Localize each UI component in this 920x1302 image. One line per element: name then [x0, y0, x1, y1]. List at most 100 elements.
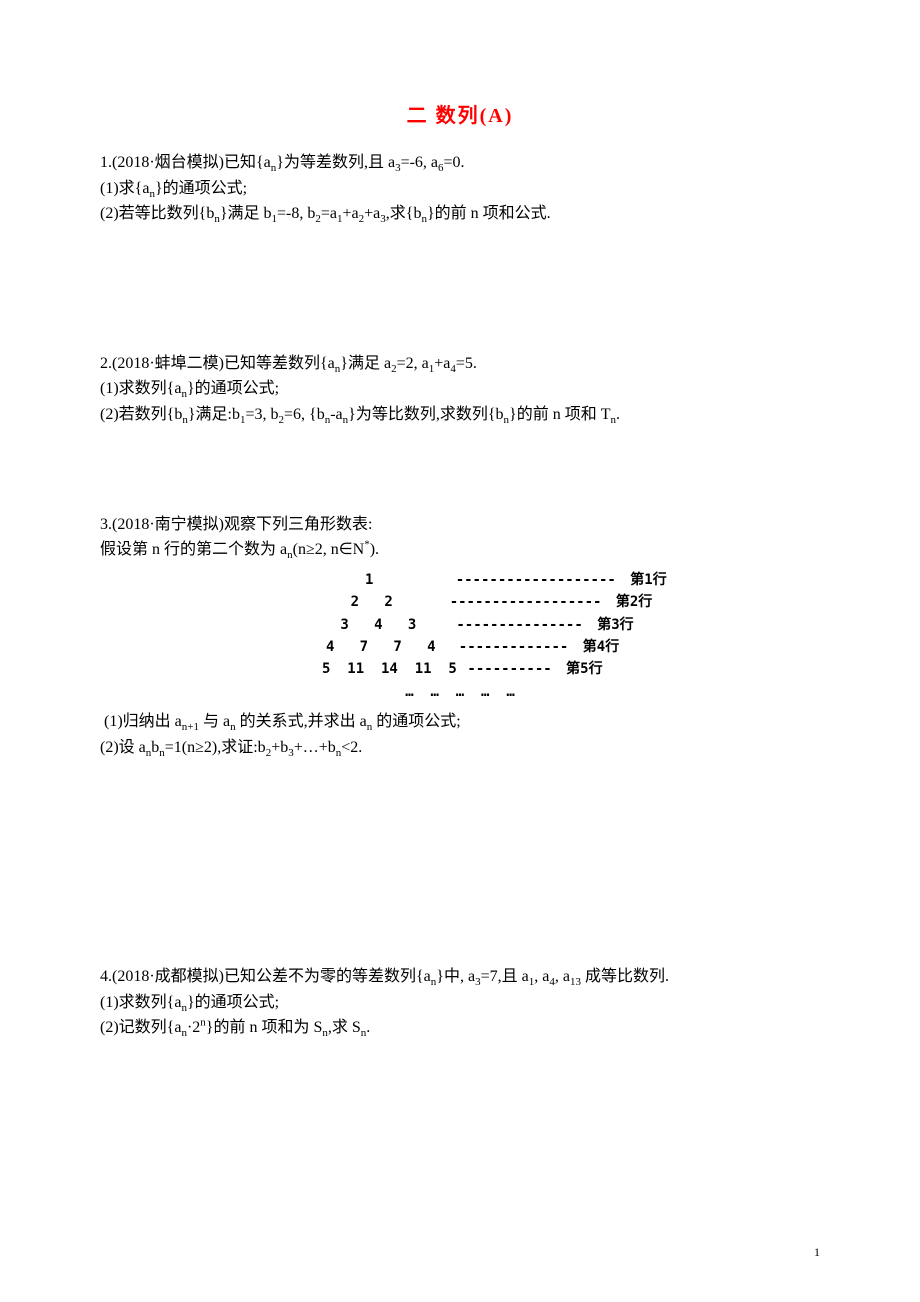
text: }为等差数列,且 a — [276, 154, 395, 171]
text: }的通项公式; — [187, 380, 279, 397]
triangle-row: 3 4 3 --------------- 第3行 — [100, 614, 820, 636]
text: =3, b — [245, 406, 278, 423]
triangle-numbers: 2 2 — [300, 591, 444, 613]
triangle-row-label: 第4行 — [583, 636, 619, 658]
spacer — [100, 774, 820, 964]
text: 1.(2018·烟台模拟)已知{a — [100, 154, 271, 171]
text: +b — [271, 739, 288, 756]
text: , a — [555, 968, 570, 985]
triangle-row: 2 2 ------------------ 第2行 — [100, 591, 820, 613]
text: }的通项公式; — [187, 994, 279, 1011]
text: +a — [434, 355, 450, 372]
page-title: 二 数列(A) — [100, 100, 820, 132]
page-number: 1 — [814, 1243, 820, 1262]
text: =1(n≥2),求证:b — [165, 739, 266, 756]
text: }满足:b — [188, 406, 240, 423]
p3-line2: 假设第 n 行的第二个数为 an(n≥2, n∈N*). — [100, 537, 820, 563]
p2-line3: (2)若数列{bn}满足:b1=3, b2=6, {bn-an}为等比数列,求数… — [100, 402, 820, 428]
triangle-dash: ------------- — [459, 636, 577, 658]
text: =-6, a — [401, 154, 438, 171]
text: =7,且 a — [481, 968, 529, 985]
text: (2)若等比数列{b — [100, 205, 214, 222]
triangle-dots: … … … … … — [405, 681, 515, 703]
text: }的前 n 项和 T — [509, 406, 610, 423]
text: =6, {b — [284, 406, 325, 423]
sub-13: 13 — [570, 976, 581, 988]
text: }满足 a — [340, 355, 391, 372]
p3-line1: 3.(2018·南宁模拟)观察下列三角形数表: — [100, 512, 820, 538]
text: =0. — [444, 154, 465, 171]
text: ·2 — [187, 1019, 200, 1036]
text: (n≥2, n∈N — [293, 541, 365, 558]
text: 4.(2018·成都模拟)已知公差不为零的等差数列{a — [100, 968, 431, 985]
p4-line1: 4.(2018·成都模拟)已知公差不为零的等差数列{an}中, a3=7,且 a… — [100, 964, 820, 990]
text: . — [616, 406, 620, 423]
text: -a — [330, 406, 342, 423]
triangle-numbers: 4 7 7 4 — [309, 636, 453, 658]
triangle-row: 5 11 14 11 5 ---------- 第5行 — [100, 658, 820, 680]
text: =a — [321, 205, 337, 222]
text: =2, a — [397, 355, 429, 372]
text: ,求 S — [328, 1019, 361, 1036]
text: ). — [370, 541, 379, 558]
text: }的通项公式; — [155, 180, 247, 197]
text: 的关系式,并求出 a — [236, 713, 367, 730]
text: (1)求{a — [100, 180, 149, 197]
triangle-dash: --------------- — [456, 614, 591, 636]
triangle-row-label: 第1行 — [630, 569, 666, 591]
p3-q1: (1)归纳出 an+1 与 an 的关系式,并求出 an 的通项公式; — [100, 709, 820, 735]
triangle-row: 1 ------------------- 第1行 — [100, 569, 820, 591]
text: 的通项公式; — [372, 713, 460, 730]
text: +a — [343, 205, 359, 222]
text: (2)记数列{a — [100, 1019, 181, 1036]
text: =5. — [456, 355, 477, 372]
text: 假设第 n 行的第二个数为 a — [100, 541, 287, 558]
text: (2)若数列{b — [100, 406, 182, 423]
p2-line1: 2.(2018·蚌埠二模)已知等差数列{an}满足 a2=2, a1+a4=5. — [100, 351, 820, 377]
spacer — [100, 442, 820, 512]
text: }的前 n 项和公式. — [427, 205, 551, 222]
triangle-row-label: 第3行 — [597, 614, 633, 636]
text: (1)求数列{a — [100, 994, 181, 1011]
text: +…+b — [294, 739, 336, 756]
text: (2)设 a — [100, 739, 146, 756]
triangle-numbers: 1 — [297, 569, 441, 591]
spacer — [100, 241, 820, 351]
triangle-dash: ---------- — [467, 658, 560, 680]
problem-1: 1.(2018·烟台模拟)已知{an}为等差数列,且 a3=-6, a6=0. … — [100, 150, 820, 227]
triangle-numbers: 3 4 3 — [306, 614, 450, 636]
text: =-8, b — [277, 205, 315, 222]
p1-line1: 1.(2018·烟台模拟)已知{an}为等差数列,且 a3=-6, a6=0. — [100, 150, 820, 176]
text: }的前 n 项和为 S — [206, 1019, 323, 1036]
problem-2: 2.(2018·蚌埠二模)已知等差数列{an}满足 a2=2, a1+a4=5.… — [100, 351, 820, 428]
triangle-row-label: 第2行 — [616, 591, 652, 613]
text: 与 a — [199, 713, 230, 730]
text: ,求{b — [386, 205, 422, 222]
triangle-row: 4 7 7 4 ------------- 第4行 — [100, 636, 820, 658]
text: }满足 b — [220, 205, 272, 222]
text: (1)求数列{a — [100, 380, 181, 397]
sub-n1: n+1 — [182, 721, 199, 733]
triangle-row-label: 第5行 — [566, 658, 602, 680]
triangle-number-table: 1 ------------------- 第1行2 2------------… — [100, 569, 820, 703]
triangle-dash: ------------------ — [450, 591, 610, 613]
text: . — [366, 1019, 370, 1036]
text: }中, a — [436, 968, 475, 985]
problem-3: 3.(2018·南宁模拟)观察下列三角形数表: 假设第 n 行的第二个数为 an… — [100, 512, 820, 761]
text: +a — [364, 205, 380, 222]
triangle-dash: ------------------- — [447, 569, 624, 591]
text: 2.(2018·蚌埠二模)已知等差数列{a — [100, 355, 335, 372]
text: , a — [534, 968, 549, 985]
text: }为等比数列,求数列{b — [348, 406, 503, 423]
triangle-numbers: 5 11 14 11 5 — [317, 658, 461, 680]
p1-line2: (1)求{an}的通项公式; — [100, 176, 820, 202]
p3-q2: (2)设 anbn=1(n≥2),求证:b2+b3+…+bn<2. — [100, 735, 820, 761]
p4-line2: (1)求数列{an}的通项公式; — [100, 990, 820, 1016]
text: (1)归纳出 a — [104, 713, 182, 730]
p4-line3: (2)记数列{an·2n}的前 n 项和为 Sn,求 Sn. — [100, 1015, 820, 1041]
text: <2. — [341, 739, 362, 756]
text: 成等比数列. — [581, 968, 669, 985]
problem-4: 4.(2018·成都模拟)已知公差不为零的等差数列{an}中, a3=7,且 a… — [100, 964, 820, 1041]
p1-line3: (2)若等比数列{bn}满足 b1=-8, b2=a1+a2+a3,求{bn}的… — [100, 201, 820, 227]
p2-line2: (1)求数列{an}的通项公式; — [100, 376, 820, 402]
